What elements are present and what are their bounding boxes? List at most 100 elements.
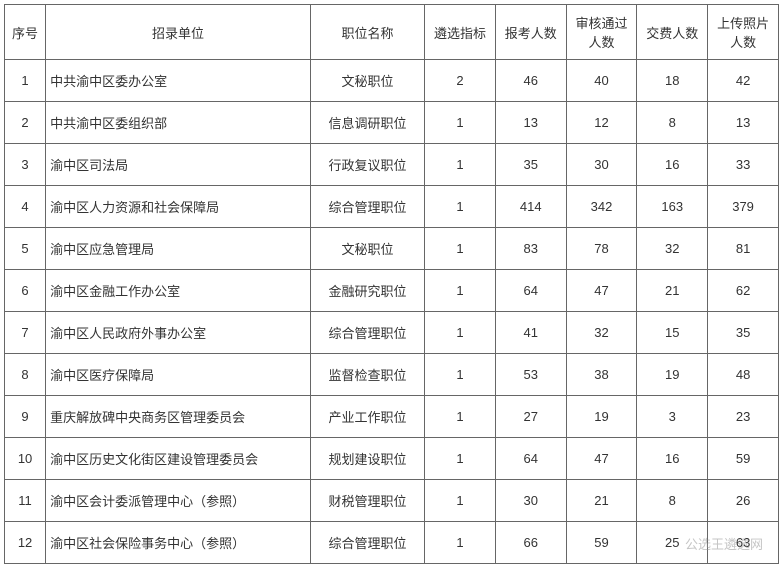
cell-quota: 1 [425,228,496,270]
cell-seq: 4 [5,186,46,228]
cell-pos: 监督检查职位 [310,354,424,396]
cell-pay: 21 [637,270,708,312]
cell-quota: 1 [425,312,496,354]
cell-seq: 6 [5,270,46,312]
cell-apply: 30 [495,480,566,522]
cell-quota: 1 [425,270,496,312]
header-seq: 序号 [5,5,46,60]
cell-photo: 63 [708,522,779,564]
cell-org: 渝中区医疗保障局 [46,354,311,396]
cell-photo: 59 [708,438,779,480]
cell-pay: 15 [637,312,708,354]
cell-approve: 38 [566,354,637,396]
cell-apply: 64 [495,438,566,480]
table-row: 10渝中区历史文化街区建设管理委员会规划建设职位164471659 [5,438,779,480]
cell-photo: 62 [708,270,779,312]
cell-quota: 1 [425,522,496,564]
cell-pay: 8 [637,480,708,522]
table-header: 序号招录单位职位名称遴选指标报考人数审核通过人数交费人数上传照片人数 [5,5,779,60]
cell-seq: 3 [5,144,46,186]
cell-org: 中共渝中区委组织部 [46,102,311,144]
cell-quota: 2 [425,60,496,102]
cell-photo: 48 [708,354,779,396]
cell-apply: 35 [495,144,566,186]
cell-pay: 19 [637,354,708,396]
cell-approve: 47 [566,270,637,312]
cell-quota: 1 [425,438,496,480]
header-approve: 审核通过人数 [566,5,637,60]
cell-quota: 1 [425,480,496,522]
cell-pay: 25 [637,522,708,564]
cell-seq: 10 [5,438,46,480]
cell-photo: 81 [708,228,779,270]
header-pos: 职位名称 [310,5,424,60]
cell-pos: 行政复议职位 [310,144,424,186]
cell-approve: 32 [566,312,637,354]
cell-apply: 53 [495,354,566,396]
cell-seq: 5 [5,228,46,270]
table-row: 6渝中区金融工作办公室金融研究职位164472162 [5,270,779,312]
cell-org: 渝中区历史文化街区建设管理委员会 [46,438,311,480]
cell-pos: 文秘职位 [310,60,424,102]
cell-org: 重庆解放碑中央商务区管理委员会 [46,396,311,438]
table-row: 8渝中区医疗保障局监督检查职位153381948 [5,354,779,396]
cell-pos: 文秘职位 [310,228,424,270]
cell-org: 渝中区司法局 [46,144,311,186]
header-photo: 上传照片人数 [708,5,779,60]
cell-pos: 综合管理职位 [310,522,424,564]
table-row: 12渝中区社会保险事务中心（参照）综合管理职位166592563 [5,522,779,564]
table-row: 7渝中区人民政府外事办公室综合管理职位141321535 [5,312,779,354]
cell-pay: 163 [637,186,708,228]
table-row: 5渝中区应急管理局文秘职位183783281 [5,228,779,270]
header-quota: 遴选指标 [425,5,496,60]
cell-photo: 42 [708,60,779,102]
cell-pos: 综合管理职位 [310,186,424,228]
cell-seq: 12 [5,522,46,564]
table-row: 9重庆解放碑中央商务区管理委员会产业工作职位12719323 [5,396,779,438]
header-row: 序号招录单位职位名称遴选指标报考人数审核通过人数交费人数上传照片人数 [5,5,779,60]
cell-approve: 342 [566,186,637,228]
cell-seq: 9 [5,396,46,438]
cell-apply: 41 [495,312,566,354]
table-row: 11渝中区会计委派管理中心（参照）财税管理职位13021826 [5,480,779,522]
cell-seq: 11 [5,480,46,522]
cell-photo: 379 [708,186,779,228]
cell-seq: 7 [5,312,46,354]
cell-org: 渝中区会计委派管理中心（参照） [46,480,311,522]
cell-pos: 产业工作职位 [310,396,424,438]
cell-approve: 78 [566,228,637,270]
cell-pos: 规划建设职位 [310,438,424,480]
cell-org: 渝中区金融工作办公室 [46,270,311,312]
cell-org: 渝中区人力资源和社会保障局 [46,186,311,228]
cell-org: 渝中区社会保险事务中心（参照） [46,522,311,564]
cell-quota: 1 [425,102,496,144]
cell-pos: 财税管理职位 [310,480,424,522]
cell-pay: 8 [637,102,708,144]
cell-apply: 414 [495,186,566,228]
table-row: 2中共渝中区委组织部信息调研职位11312813 [5,102,779,144]
cell-approve: 19 [566,396,637,438]
cell-photo: 33 [708,144,779,186]
table-body: 1中共渝中区委办公室文秘职位2464018422中共渝中区委组织部信息调研职位1… [5,60,779,564]
cell-apply: 46 [495,60,566,102]
cell-pos: 信息调研职位 [310,102,424,144]
table-row: 1中共渝中区委办公室文秘职位246401842 [5,60,779,102]
cell-org: 中共渝中区委办公室 [46,60,311,102]
cell-pos: 综合管理职位 [310,312,424,354]
cell-org: 渝中区应急管理局 [46,228,311,270]
cell-pay: 18 [637,60,708,102]
cell-apply: 64 [495,270,566,312]
cell-quota: 1 [425,144,496,186]
cell-approve: 59 [566,522,637,564]
cell-apply: 13 [495,102,566,144]
cell-seq: 1 [5,60,46,102]
cell-seq: 2 [5,102,46,144]
cell-pay: 3 [637,396,708,438]
cell-approve: 21 [566,480,637,522]
header-org: 招录单位 [46,5,311,60]
header-apply: 报考人数 [495,5,566,60]
cell-apply: 83 [495,228,566,270]
cell-apply: 27 [495,396,566,438]
cell-org: 渝中区人民政府外事办公室 [46,312,311,354]
cell-quota: 1 [425,186,496,228]
